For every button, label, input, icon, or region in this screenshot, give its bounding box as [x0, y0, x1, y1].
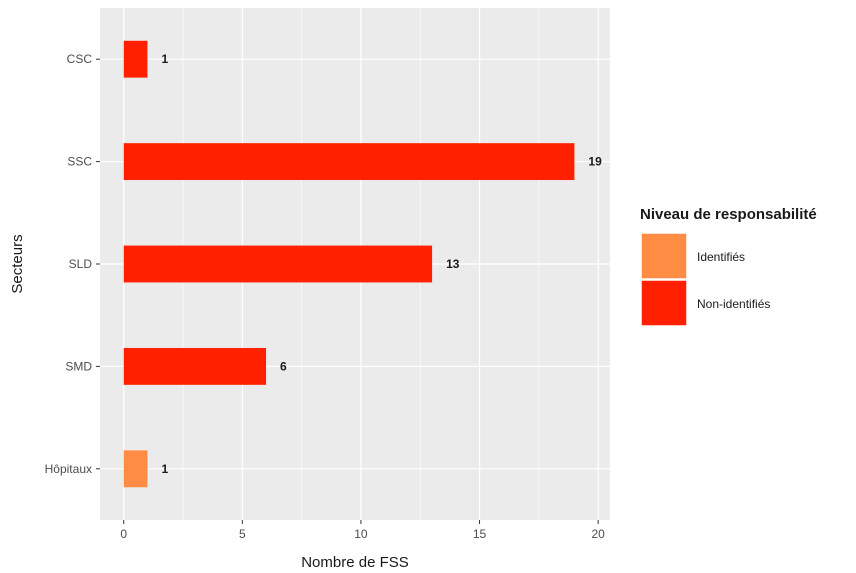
legend-label-non-identifies: Non-identifiés — [697, 297, 770, 311]
bar-smd — [123, 347, 267, 385]
x-tick-label: 5 — [239, 527, 246, 541]
x-axis: 0 5 10 15 20 — [120, 520, 605, 541]
x-tick-label: 15 — [473, 527, 487, 541]
y-tick-label: SSC — [67, 155, 92, 169]
legend-title: Niveau de responsabilité — [640, 206, 817, 223]
x-tick-label: 10 — [354, 527, 368, 541]
bar-value-label: 1 — [161, 462, 168, 476]
bar-value-label: 1 — [161, 52, 168, 66]
y-tick-label: CSC — [67, 52, 93, 66]
bar-labels: 1 6 13 19 1 — [161, 52, 602, 476]
legend-key-non-identifies — [640, 279, 688, 327]
legend: Niveau de responsabilité Identifiés Non-… — [640, 206, 817, 327]
y-axis-title: Secteurs — [9, 234, 26, 293]
x-axis-title: Nombre de FSS — [301, 554, 409, 571]
bar-value-label: 13 — [446, 257, 460, 271]
legend-label-identifies: Identifiés — [697, 250, 745, 264]
x-tick-label: 20 — [591, 527, 605, 541]
bar-value-label: 6 — [280, 359, 287, 373]
y-tick-label: SMD — [65, 359, 92, 373]
bars — [123, 40, 575, 488]
bar-csc — [123, 40, 148, 78]
y-axis: Hôpitaux SMD SLD SSC CSC — [45, 52, 100, 476]
legend-key-identifies — [640, 232, 688, 280]
bar-ssc — [123, 143, 575, 181]
y-tick-label: Hôpitaux — [45, 462, 92, 476]
bar-value-label: 19 — [588, 155, 602, 169]
bar-hopitaux — [123, 450, 148, 488]
bar-sld — [123, 245, 433, 283]
y-tick-label: SLD — [69, 257, 93, 271]
x-tick-label: 0 — [120, 527, 127, 541]
